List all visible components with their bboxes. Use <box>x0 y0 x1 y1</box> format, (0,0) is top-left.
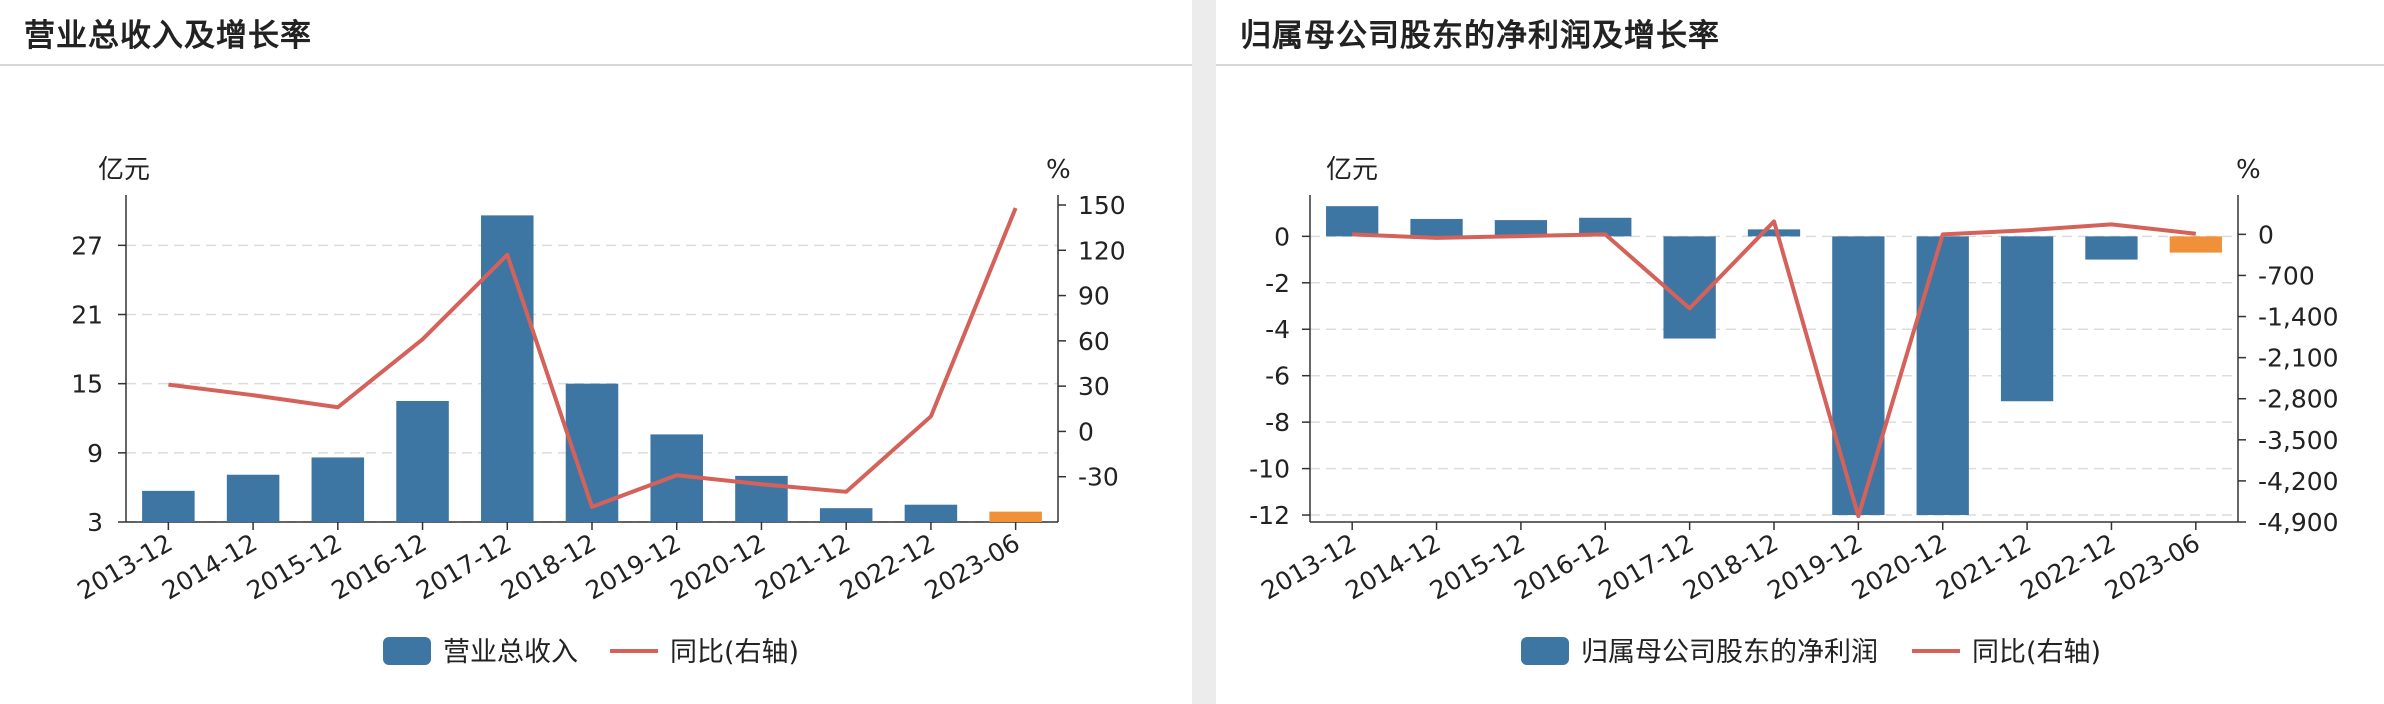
right-tick-label: 0 <box>2258 220 2274 249</box>
right-tick-label: 150 <box>1078 191 1126 220</box>
left-tick-label: -8 <box>1265 408 1290 437</box>
left-tick-label: 9 <box>87 439 103 468</box>
right-tick-label: -2,100 <box>2258 344 2339 373</box>
left-axis-unit: 亿元 <box>1326 155 1378 185</box>
x-tick-label: 2020-12 <box>1847 528 1952 605</box>
right-tick-label: 0 <box>1078 417 1094 446</box>
yoy-line <box>1352 219 2197 519</box>
bar <box>904 504 958 522</box>
bar <box>2085 236 2138 260</box>
right-axis-unit: % <box>1046 155 1071 185</box>
x-tick-label: 2019-12 <box>581 528 686 605</box>
left-tick-label: -4 <box>1265 315 1290 344</box>
right-tick-label: 30 <box>1078 372 1110 401</box>
x-tick-label: 2016-12 <box>1509 528 1614 605</box>
left-tick-label: 27 <box>71 231 103 260</box>
x-tick-label: 2023-06 <box>920 528 1025 605</box>
bar <box>226 474 280 522</box>
x-tick-label: 2017-12 <box>411 528 516 605</box>
x-tick-label: 2014-12 <box>157 528 262 605</box>
x-tick-label: 2015-12 <box>1425 528 1530 605</box>
x-tick-label: 2013-12 <box>1256 528 1361 605</box>
right-tick-label: -30 <box>1078 463 1119 492</box>
right-tick-label: -4,200 <box>2258 467 2339 496</box>
bar <box>1410 218 1463 237</box>
bar <box>1326 206 1379 237</box>
right-tick-label: -700 <box>2258 261 2315 290</box>
x-tick-label: 2020-12 <box>665 528 770 605</box>
x-tick-label: 2022-12 <box>835 528 940 605</box>
bar <box>2000 236 2054 402</box>
left-tick-label: 3 <box>87 508 103 537</box>
net-profit-panel-header: 归属母公司股东的净利润及增长率 <box>1216 0 2384 66</box>
left-tick-label: -6 <box>1265 362 1290 391</box>
bar <box>1916 236 1969 516</box>
x-tick-label: 2014-12 <box>1341 528 1446 605</box>
x-tick-label: 2015-12 <box>242 528 347 605</box>
x-tick-label: 2021-12 <box>1931 528 2036 605</box>
left-tick-label: 15 <box>71 370 103 399</box>
legend-bar-label: 营业总收入 <box>443 637 578 668</box>
bar <box>311 457 365 522</box>
bar <box>396 400 449 522</box>
x-tick-label: 2013-12 <box>72 528 177 605</box>
left-axis-unit: 亿元 <box>98 155 150 185</box>
x-tick-label: 2023-06 <box>2100 528 2205 605</box>
left-tick-label: -12 <box>1249 501 1290 530</box>
x-tick-label: 2019-12 <box>1762 528 1867 605</box>
legend-line-label: 同比(右轴) <box>670 637 799 668</box>
revenue-panel-title: 营业总收入及增长率 <box>24 17 312 54</box>
bar <box>1579 217 1632 237</box>
right-tick-label: -3,500 <box>2258 426 2339 455</box>
right-tick-label: 90 <box>1078 282 1110 311</box>
net-profit-panel: 归属母公司股东的净利润及增长率 亿元% -12 -10 -8 -6 -4 -2 0 0 -700 -… <box>1216 0 2384 704</box>
bar <box>1663 236 1716 339</box>
right-tick-label: 120 <box>1078 236 1126 265</box>
left-tick-label: -10 <box>1249 455 1290 484</box>
right-axis-unit: % <box>2236 155 2261 185</box>
bar <box>481 215 534 522</box>
bar <box>1832 236 1885 516</box>
bar <box>1494 220 1548 237</box>
x-tick-label: 2021-12 <box>750 528 855 605</box>
bar <box>1747 229 1801 237</box>
right-tick-label: -1,400 <box>2258 303 2339 332</box>
legend-bar-swatch <box>383 637 431 665</box>
bar <box>819 508 873 522</box>
right-tick-label: 60 <box>1078 327 1110 356</box>
x-tick-label: 2018-12 <box>1678 528 1783 605</box>
right-tick-label: -2,800 <box>2258 385 2339 414</box>
left-tick-label: 21 <box>71 301 103 330</box>
net-profit-panel-title: 归属母公司股东的净利润及增长率 <box>1240 17 1720 54</box>
bar <box>142 490 195 522</box>
bar <box>2169 236 2222 253</box>
bar <box>989 511 1042 522</box>
x-tick-label: 2017-12 <box>1594 528 1699 605</box>
legend-bar-label: 归属母公司股东的净利润 <box>1581 637 1878 668</box>
left-tick-label: 0 <box>1274 222 1290 251</box>
net-profit-chart: 亿元 % -12 -10 -8 -6 -4 -2 0 0 -700 -1,400 -2,100 -2,80… <box>1249 155 2339 668</box>
yoy-line <box>168 207 1018 509</box>
revenue-panel: 营业总收入及增长率 亿元% 3 9 15 21 27 -30 0 30 60 90 120 150 201… <box>0 0 1192 704</box>
revenue-chart: 亿元 % 3 9 15 21 27 -30 0 30 60 90 120 150 2013-122014-1… <box>71 155 1126 668</box>
right-tick-label: -4,900 <box>2258 508 2339 537</box>
x-tick-label: 2016-12 <box>327 528 432 605</box>
x-tick-label: 2022-12 <box>2015 528 2120 605</box>
x-tick-label: 2018-12 <box>496 528 601 605</box>
left-tick-label: -2 <box>1265 269 1290 298</box>
revenue-panel-header: 营业总收入及增长率 <box>0 0 1192 66</box>
legend-line-label: 同比(右轴) <box>1972 637 2101 668</box>
legend-bar-swatch <box>1521 637 1569 665</box>
